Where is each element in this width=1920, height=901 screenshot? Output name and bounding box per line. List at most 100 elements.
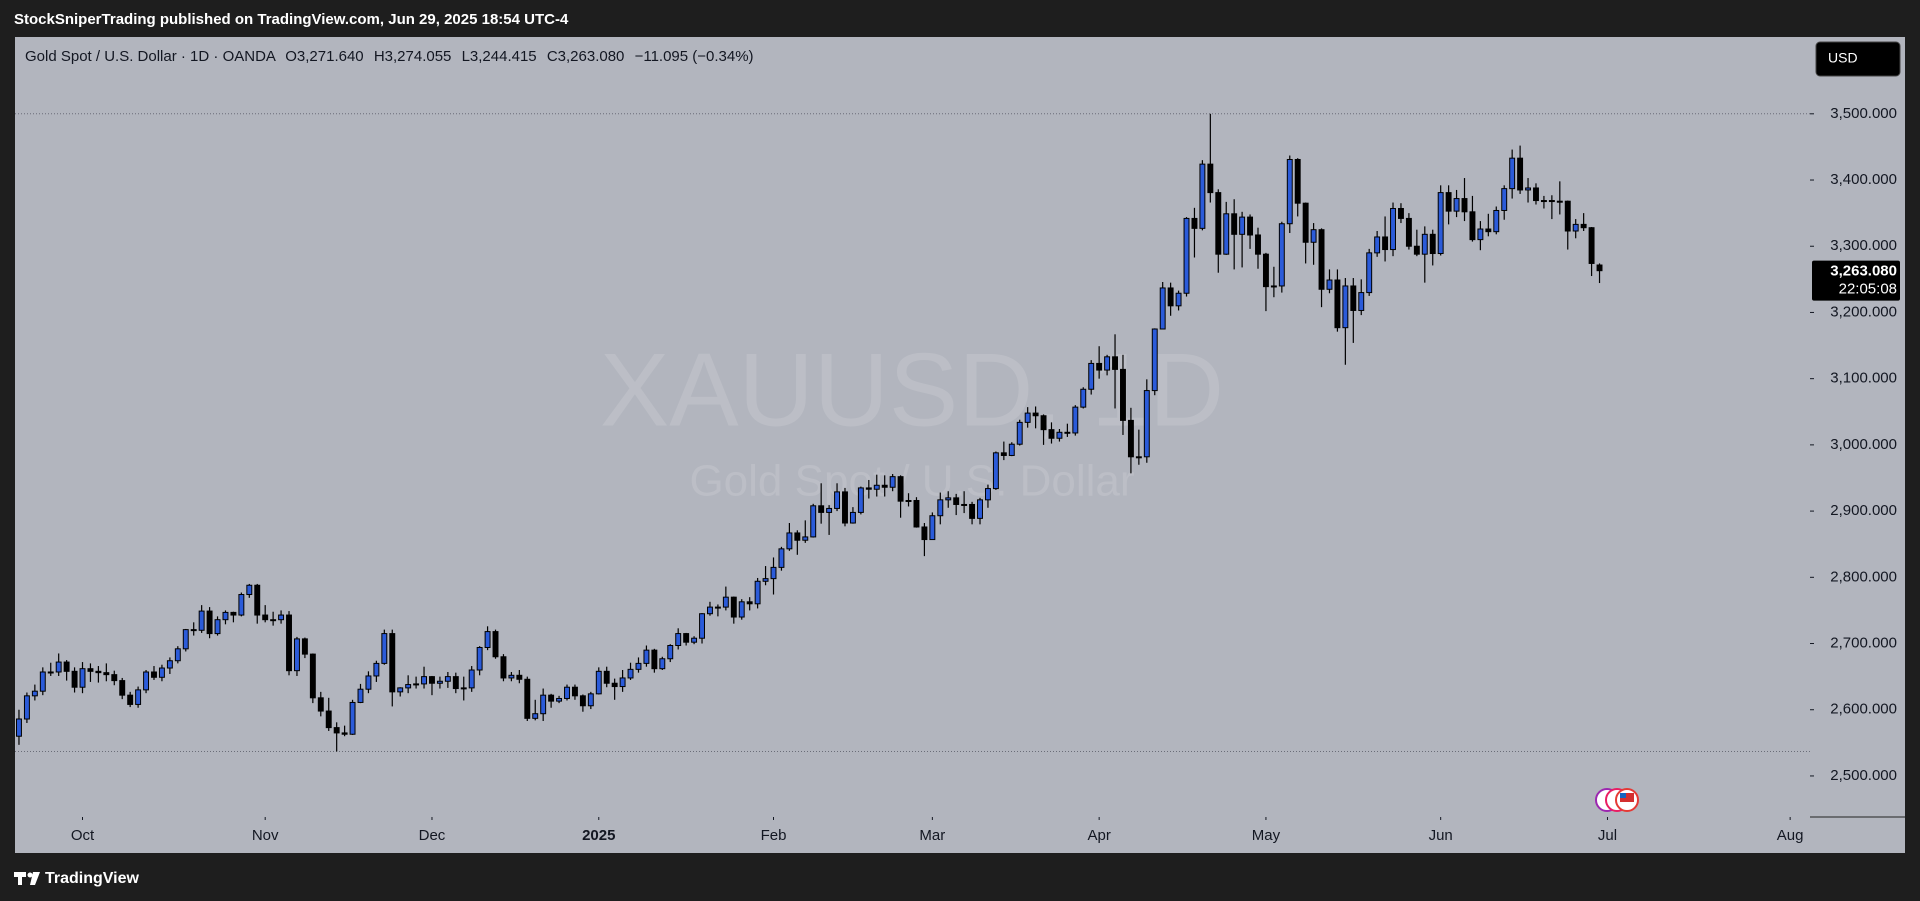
candle-body [1485,228,1492,233]
candle-body [135,689,142,705]
candle-body [1016,421,1023,445]
candle-body [1390,207,1396,251]
candle-body [158,667,165,678]
y-tick-label: 3,300.000 [1830,237,1897,254]
candle-body [643,649,650,664]
legend-close: C3,263.080 [547,48,625,65]
plot [15,113,1810,752]
event-flags [1595,788,1639,812]
candle-body [222,611,229,621]
candle-body [1477,228,1484,241]
candle-body [325,710,332,729]
candle-body [1445,192,1452,212]
candle-body [1247,216,1254,236]
candle-body [293,638,300,672]
y-tick-label: 2,800.000 [1830,568,1897,585]
candle-body [992,452,999,490]
candle-body [214,619,221,635]
candle-body [754,580,761,605]
candle-body [476,646,483,671]
candle-body [341,732,348,735]
candle-body [1580,223,1587,229]
x-tick-label: Dec [419,827,446,844]
x-tick-label: Nov [252,827,279,844]
currency-button[interactable] [1815,41,1901,77]
candle-body [532,713,539,719]
candle-body [492,631,499,658]
candle-body [1469,211,1476,241]
candle-body [1310,229,1317,243]
candle-body [373,662,380,677]
candle-body [71,670,78,688]
candle-body [230,611,237,616]
legend-open: O3,271.640 [285,48,363,65]
candle-body [1175,292,1182,307]
candle-body [1342,285,1349,329]
candle-body [262,614,269,621]
candle-body [301,638,308,655]
candle-body [1437,192,1444,255]
candle-body [254,584,261,616]
candle-body [1008,443,1015,456]
candle-body [1262,253,1269,288]
candle-body [1596,264,1603,272]
candle-body [16,718,22,737]
candle-body [1398,207,1404,219]
candle-body [1048,429,1055,439]
candle-body [1104,356,1111,371]
candle-body [143,671,150,691]
candle-body [1183,217,1190,294]
candle-body [1215,192,1222,255]
candle-body [611,682,618,688]
candle-body [1135,456,1142,459]
candle-body [579,695,586,707]
candle-body [675,633,682,647]
candle-body [63,661,70,672]
candle-body [635,662,642,670]
candle-body [119,680,126,696]
candle-body [31,690,38,697]
candle-body [1421,233,1428,255]
flag-stripes [1620,793,1634,802]
y-tick-label: 3,100.000 [1830,370,1897,387]
candle-body [1564,200,1571,232]
candle-body [357,688,364,703]
x-tick-label: 2025 [582,827,615,844]
candle-body [1525,187,1532,191]
candle-body [738,601,745,618]
last-price-tag [1812,260,1900,301]
logo-stem [18,872,22,885]
candle-body [1024,412,1031,423]
candle-body [1151,328,1158,392]
candle-body [349,701,356,735]
y-tick-label: 2,900.000 [1830,502,1897,519]
candle-body [1167,287,1174,307]
candle-body [969,503,976,519]
candle-body [1509,157,1516,190]
candle-body [818,505,825,513]
candle-body [1294,158,1301,204]
candle-body [405,684,412,689]
candle-body [746,601,753,605]
candle-body [1588,227,1595,264]
candle-body [564,686,570,699]
publisher-bar: StockSniperTrading published on TradingV… [14,11,569,28]
candle-body [23,695,30,720]
candle-body [619,677,626,688]
legend-title: Gold Spot / U.S. Dollar · 1D · OANDA [25,48,276,65]
candle-body [1255,234,1261,255]
candle-body [468,669,475,689]
candle-body [309,653,316,699]
candle-body [103,672,110,676]
candle-body [206,610,213,635]
flag-canton [1620,793,1626,798]
candle-body [984,488,991,501]
candle-body [603,670,610,684]
legend-high: H3,274.055 [374,48,452,65]
candle-body [190,629,197,632]
candle-body [1032,412,1039,417]
legend-low: L3,244.415 [462,48,537,65]
candle-body [182,629,189,650]
candle-body [730,596,737,618]
